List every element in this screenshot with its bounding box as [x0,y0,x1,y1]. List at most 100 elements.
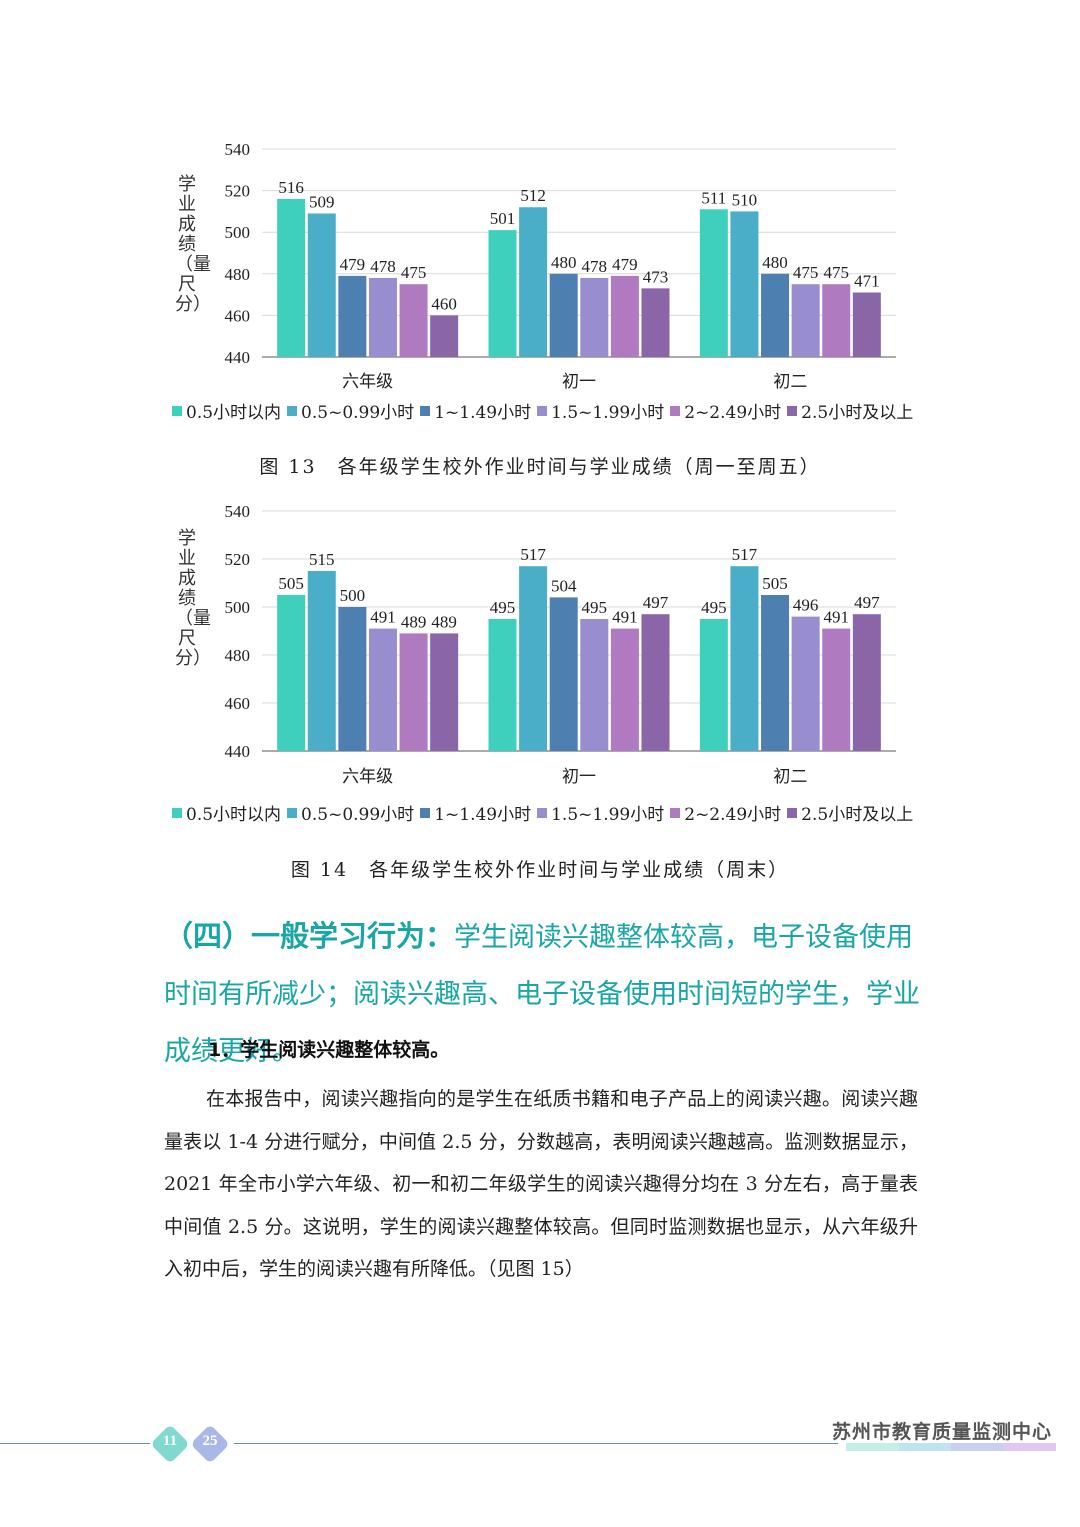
data-label: 497 [643,593,669,612]
legend-label: 2~2.49小时 [684,805,782,825]
bar [641,288,670,357]
data-label: 475 [793,263,819,282]
legend-item: 0.5~0.99小时 [287,398,414,423]
bar [368,277,397,357]
legend-item: 0.5~0.99小时 [287,800,414,825]
bar [580,277,609,357]
bar [488,619,517,751]
data-label: 473 [643,267,669,286]
bar [641,614,670,751]
data-label: 495 [701,598,727,617]
data-label: 479 [612,255,638,274]
y-axis-title: 学业成绩（量尺分） [175,528,211,669]
data-label: 517 [732,545,758,564]
data-label: 512 [520,186,546,205]
y-tick-label: 540 [225,502,251,521]
data-label: 491 [612,608,638,627]
y-tick-label: 540 [225,140,251,159]
legend-label: 1.5~1.99小时 [551,403,665,423]
data-label: 511 [701,188,726,207]
y-tick-label: 520 [225,182,251,201]
legend-swatch [172,807,182,818]
category-label: 初二 [773,372,807,391]
page-indicator: 11 / 25 [150,1424,232,1464]
bar [580,619,609,751]
legend-item: 2.5小时及以上 [787,398,913,423]
bar [277,198,306,357]
bar [519,207,548,357]
bar [307,571,336,751]
y-tick-label: 480 [225,265,251,284]
legend-swatch [420,807,431,818]
data-label: 480 [762,253,788,272]
legend-item: 0.5小时以内 [172,398,281,423]
legend-label: 0.5小时以内 [186,805,282,825]
bar [399,633,428,751]
y-tick-label: 460 [225,694,251,713]
bar [338,607,367,751]
data-label: 491 [823,608,849,627]
legend-label: 1~1.49小时 [434,805,532,825]
data-label: 517 [520,545,546,564]
bar [699,209,728,357]
legend-item: 2~2.49小时 [670,398,781,423]
legend-swatch [787,405,798,416]
page-separator: / [190,1432,196,1450]
bar [430,633,459,751]
data-label: 475 [401,263,427,282]
data-label: 516 [278,178,304,197]
footer-divider-left [0,1443,150,1444]
data-label: 495 [490,598,516,617]
data-label: 478 [582,257,608,276]
category-label: 六年级 [342,372,393,391]
bar [730,211,759,357]
y-tick-label: 480 [225,646,251,665]
figure-13-caption: 图 13 各年级学生校外作业时间与学业成绩（周一至周五） [259,456,821,478]
legend-label: 2.5小时及以上 [801,805,914,825]
y-tick-label: 500 [225,598,251,617]
legend-label: 0.5小时以内 [186,403,282,423]
legend-label: 2~2.49小时 [684,403,782,423]
data-label: 496 [793,596,819,615]
bar [368,628,397,751]
bar [730,566,759,751]
data-label: 505 [278,574,304,593]
legend-item: 1~1.49小时 [420,800,531,825]
bar [761,273,790,357]
data-label: 515 [309,550,335,569]
legend-swatch [287,405,298,416]
bar [399,284,428,357]
bar [307,213,336,357]
data-label: 504 [551,576,577,595]
category-label: 初二 [773,767,807,786]
data-label: 460 [431,294,457,313]
y-tick-label: 460 [225,306,251,325]
total-page-number: 25 [202,1433,218,1449]
data-label: 471 [854,272,880,291]
figure-14-caption: 图 14 各年级学生校外作业时间与学业成绩（周末） [290,859,790,881]
legend-item: 2~2.49小时 [670,800,781,825]
y-tick-label: 440 [225,742,251,761]
bar [852,614,881,751]
legend-label: 1~1.49小时 [434,403,532,423]
chart-13-legend: 0.5小时以内 0.5~0.99小时 1~1.49小时 1.5~1.99小时 2~2.4… [172,398,932,423]
bar [822,284,851,357]
legend-swatch [287,807,298,818]
legend-swatch [172,405,182,416]
organization-name: 苏州市教育质量监测中心 [831,1421,1052,1443]
legend-swatch [787,807,798,818]
bar [610,628,639,751]
y-tick-label: 520 [225,550,251,569]
data-label: 489 [431,612,457,631]
bar [519,566,548,751]
bar [610,275,639,357]
bar [338,275,367,357]
legend-swatch [537,807,548,818]
data-label: 505 [762,574,788,593]
category-label: 六年级 [342,767,393,786]
bar [822,628,851,751]
data-label: 480 [551,253,577,272]
bar [488,230,517,357]
footer-color-stripe [846,1443,1056,1451]
current-page-number: 11 [162,1433,178,1449]
